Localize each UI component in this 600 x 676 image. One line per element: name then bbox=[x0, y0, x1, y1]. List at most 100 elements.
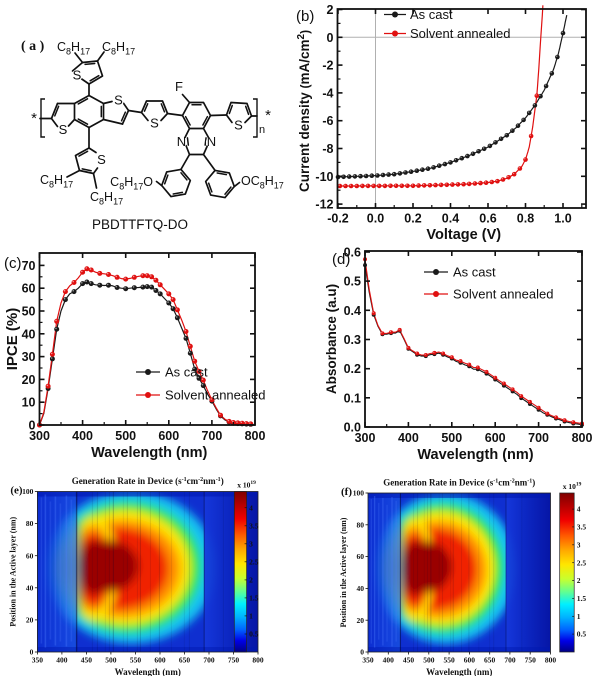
svg-text:x 1019: x 1019 bbox=[237, 480, 256, 490]
svg-text:700: 700 bbox=[203, 656, 215, 665]
svg-text:40: 40 bbox=[26, 583, 34, 592]
svg-text:PBDTTFTQ-DO: PBDTTFTQ-DO bbox=[92, 217, 188, 232]
svg-text:As cast: As cast bbox=[410, 7, 453, 22]
svg-text:30: 30 bbox=[22, 350, 36, 364]
svg-text:n: n bbox=[259, 124, 265, 136]
svg-text:Generation Rate in Device (s-1: Generation Rate in Device (s-1cm-2nm-1) bbox=[383, 478, 535, 488]
svg-text:350: 350 bbox=[362, 656, 374, 665]
svg-text:S: S bbox=[73, 68, 82, 83]
svg-text:550: 550 bbox=[130, 656, 142, 665]
svg-text:80: 80 bbox=[26, 519, 34, 528]
svg-text:0.0: 0.0 bbox=[367, 212, 384, 226]
svg-text:700: 700 bbox=[201, 429, 222, 443]
svg-text:*: * bbox=[265, 107, 271, 124]
svg-text:-2: -2 bbox=[322, 59, 333, 73]
svg-text:-4: -4 bbox=[322, 86, 333, 100]
svg-text:500: 500 bbox=[441, 431, 462, 445]
svg-text:N: N bbox=[177, 134, 186, 149]
svg-text:0: 0 bbox=[29, 419, 36, 433]
svg-text:x 1019: x 1019 bbox=[563, 482, 582, 492]
svg-text:800: 800 bbox=[572, 431, 593, 445]
svg-text:-6: -6 bbox=[322, 114, 333, 128]
svg-text:-0.2: -0.2 bbox=[327, 212, 349, 226]
svg-text:0: 0 bbox=[360, 648, 364, 657]
svg-text:Wavelength (nm): Wavelength (nm) bbox=[115, 667, 181, 676]
svg-text:-12: -12 bbox=[315, 198, 333, 212]
svg-text:800: 800 bbox=[545, 656, 557, 665]
svg-text:3.5: 3.5 bbox=[249, 521, 259, 530]
svg-text:1.0: 1.0 bbox=[554, 212, 571, 226]
svg-text:0.5: 0.5 bbox=[577, 630, 587, 639]
svg-text:Solvent annealed: Solvent annealed bbox=[453, 287, 553, 302]
svg-text:0: 0 bbox=[30, 648, 34, 657]
svg-text:800: 800 bbox=[252, 656, 264, 665]
svg-text:60: 60 bbox=[22, 282, 36, 296]
svg-text:70: 70 bbox=[22, 259, 36, 273]
svg-text:0.4: 0.4 bbox=[344, 304, 361, 318]
svg-text:450: 450 bbox=[403, 656, 415, 665]
svg-text:IPCE (%): IPCE (%) bbox=[4, 308, 21, 371]
svg-text:60: 60 bbox=[26, 551, 34, 560]
svg-text:750: 750 bbox=[228, 656, 240, 665]
svg-text:( a ): ( a ) bbox=[21, 39, 45, 54]
svg-text:0.2: 0.2 bbox=[404, 212, 421, 226]
svg-text:S: S bbox=[114, 93, 123, 108]
svg-text:(d): (d) bbox=[332, 251, 350, 268]
svg-text:60: 60 bbox=[357, 552, 365, 561]
svg-text:500: 500 bbox=[105, 656, 117, 665]
svg-text:700: 700 bbox=[504, 656, 516, 665]
svg-text:1.5: 1.5 bbox=[249, 593, 259, 602]
svg-text:2.5: 2.5 bbox=[577, 558, 587, 567]
svg-text:*: * bbox=[31, 110, 37, 127]
svg-text:0.6: 0.6 bbox=[344, 245, 361, 259]
svg-text:450: 450 bbox=[81, 656, 93, 665]
svg-text:20: 20 bbox=[22, 373, 36, 387]
svg-text:S: S bbox=[97, 152, 106, 167]
svg-text:20: 20 bbox=[357, 616, 365, 625]
svg-text:400: 400 bbox=[398, 431, 419, 445]
svg-text:0.5: 0.5 bbox=[249, 630, 259, 639]
svg-text:2.5: 2.5 bbox=[249, 557, 259, 566]
svg-text:100: 100 bbox=[22, 487, 34, 496]
svg-text:2: 2 bbox=[249, 575, 253, 584]
svg-text:2: 2 bbox=[577, 576, 581, 585]
svg-text:Current density (mA/cm2): Current density (mA/cm2) bbox=[296, 30, 312, 192]
svg-text:(c): (c) bbox=[4, 255, 22, 272]
svg-text:650: 650 bbox=[179, 656, 191, 665]
svg-text:600: 600 bbox=[485, 431, 506, 445]
svg-text:Wavelength (nm): Wavelength (nm) bbox=[417, 447, 533, 463]
svg-text:600: 600 bbox=[158, 429, 179, 443]
svg-text:Generation Rate in Device (s-1: Generation Rate in Device (s-1cm-2nm-1) bbox=[72, 476, 224, 486]
svg-text:500: 500 bbox=[423, 656, 435, 665]
svg-text:N: N bbox=[207, 134, 216, 149]
svg-text:0.5: 0.5 bbox=[344, 275, 361, 289]
svg-text:3: 3 bbox=[249, 539, 253, 548]
svg-text:50: 50 bbox=[22, 305, 36, 319]
svg-text:OC8H17: OC8H17 bbox=[241, 174, 284, 191]
svg-text:(e): (e) bbox=[10, 485, 23, 497]
svg-text:800: 800 bbox=[245, 429, 266, 443]
svg-text:As cast: As cast bbox=[453, 265, 496, 280]
svg-text:600: 600 bbox=[154, 656, 166, 665]
svg-text:0.3: 0.3 bbox=[344, 333, 361, 347]
svg-text:3.5: 3.5 bbox=[577, 523, 587, 532]
svg-text:Position in the Active layer (: Position in the Active layer (nm) bbox=[339, 517, 348, 627]
svg-text:-10: -10 bbox=[315, 170, 333, 184]
svg-text:600: 600 bbox=[464, 656, 476, 665]
svg-text:100: 100 bbox=[353, 489, 365, 498]
svg-text:20: 20 bbox=[26, 616, 34, 625]
svg-text:-8: -8 bbox=[322, 142, 333, 156]
svg-text:300: 300 bbox=[29, 429, 50, 443]
svg-text:Solvent annealed: Solvent annealed bbox=[410, 26, 510, 41]
svg-text:0.2: 0.2 bbox=[344, 362, 361, 376]
svg-text:40: 40 bbox=[22, 327, 36, 341]
svg-text:400: 400 bbox=[56, 656, 68, 665]
svg-text:(f): (f) bbox=[341, 486, 352, 498]
svg-text:650: 650 bbox=[484, 656, 496, 665]
svg-text:400: 400 bbox=[383, 656, 395, 665]
svg-text:Voltage (V): Voltage (V) bbox=[426, 227, 501, 243]
svg-text:F: F bbox=[175, 79, 183, 94]
svg-text:0.6: 0.6 bbox=[479, 212, 496, 226]
svg-text:0.0: 0.0 bbox=[344, 421, 361, 435]
svg-text:0.1: 0.1 bbox=[344, 391, 361, 405]
